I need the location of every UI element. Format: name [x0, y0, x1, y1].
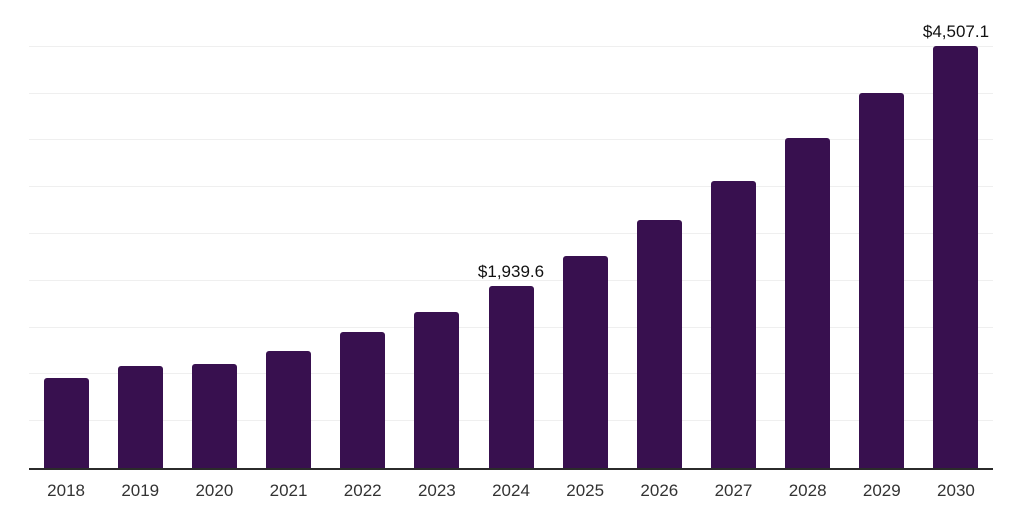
x-tick-2018: 2018	[47, 481, 85, 500]
bar-slot-2026	[622, 2, 696, 468]
bar-slot-2021	[251, 2, 325, 468]
bar-2026[interactable]	[636, 220, 682, 468]
bar-slot-2027	[696, 2, 770, 468]
x-tick-2020: 2020	[195, 481, 234, 500]
x-tick-2019: 2019	[121, 481, 160, 500]
x-tick-2025: 2025	[566, 481, 605, 500]
bar-2019[interactable]	[117, 366, 163, 468]
bar-2018[interactable]	[43, 377, 89, 468]
bar-slot-2025	[548, 2, 622, 468]
gridline-2000	[29, 279, 993, 281]
gridline-3000	[29, 186, 993, 188]
x-axis-labels: 2018 2019 2020 2021 2022 2023 2024 2025 2026 2027…	[29, 478, 993, 504]
bar-slot-2022	[326, 2, 400, 468]
gridline-4500	[29, 45, 993, 47]
plot-area: $1,939.6 $4,507.1	[29, 2, 993, 470]
bar-2028[interactable]	[785, 138, 831, 468]
x-tick-2030: 2030	[937, 481, 975, 500]
bar-slot-2020	[177, 2, 251, 468]
x-tick-2021: 2021	[269, 481, 308, 500]
bar-2023[interactable]	[414, 311, 460, 468]
x-tick-2024: 2024	[492, 481, 530, 500]
bar-2021[interactable]	[266, 350, 312, 468]
bar-slot-2030: $4,507.1	[919, 2, 993, 468]
bar-2029[interactable]	[859, 93, 905, 468]
gridline-2500	[29, 233, 993, 234]
bar-value-label-2030: $4,507.1	[922, 22, 990, 42]
bar-slot-2024: $1,939.6	[474, 2, 548, 468]
bar-slot-2019	[103, 2, 177, 468]
gridline-4000	[29, 92, 993, 94]
x-tick-2023: 2023	[417, 481, 456, 500]
bar-2022[interactable]	[340, 332, 386, 468]
bar-2025[interactable]	[562, 255, 608, 468]
x-tick-2022: 2022	[343, 481, 382, 500]
bar-2030[interactable]	[933, 46, 979, 468]
bars-layer: $1,939.6 $4,507.1	[29, 2, 993, 468]
x-tick-2027: 2027	[714, 481, 753, 500]
bar-slot-2028	[771, 2, 845, 468]
gridline-3500	[29, 139, 993, 141]
bar-value-label-2024: $1,939.6	[477, 262, 545, 282]
bar-2027[interactable]	[710, 180, 756, 468]
x-tick-2026: 2026	[640, 481, 679, 500]
bar-slot-2023	[400, 2, 474, 468]
bar-slot-2029	[845, 2, 919, 468]
bar-2020[interactable]	[191, 364, 237, 468]
bar-2024[interactable]	[488, 286, 534, 468]
bar-slot-2018	[29, 2, 103, 468]
x-tick-2029: 2029	[862, 481, 901, 500]
x-tick-2028: 2028	[788, 481, 827, 500]
